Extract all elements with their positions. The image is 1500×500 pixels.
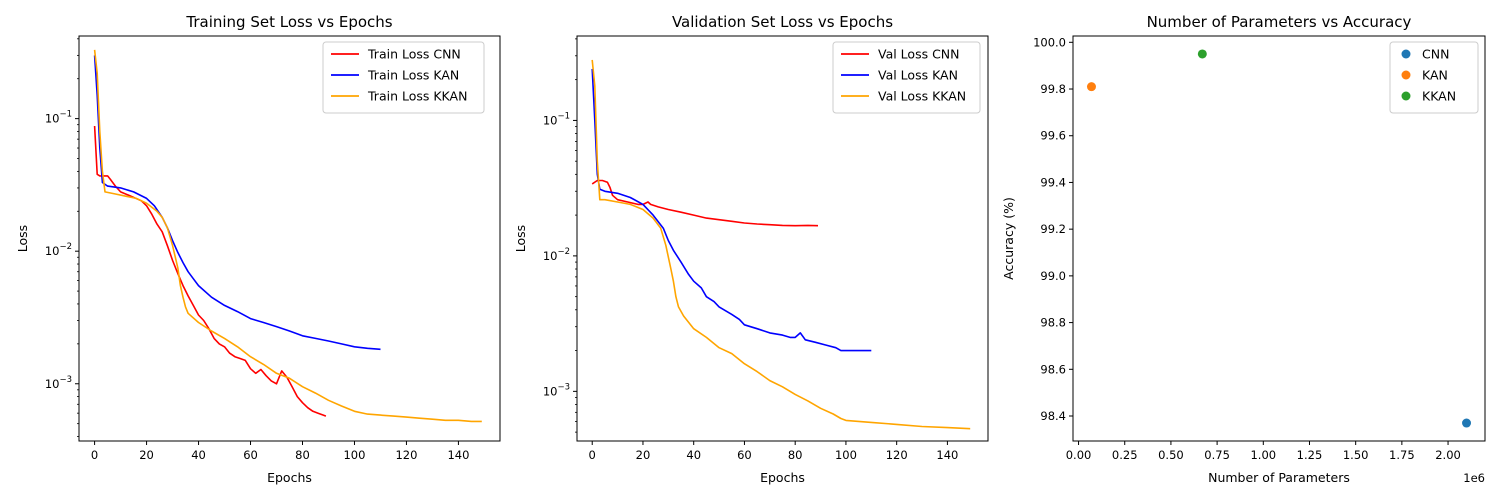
x-tick-label: 1.50 [1343,448,1369,462]
x-tick-label: 1.75 [1389,448,1415,462]
x-tick-label: 0.75 [1204,448,1230,462]
y-tick-label: 99.6 [1040,129,1066,143]
legend-box [1389,41,1479,114]
legend-label: Val Loss KAN [878,68,958,83]
parameters-accuracy-panel: Number of Parameters vs Accuracy Number o… [1001,13,1486,485]
chart-title: Number of Parameters vs Accuracy [1147,13,1412,31]
legend-label: CNN [1422,47,1449,62]
legend-marker [1401,70,1411,80]
x-tick-label: 140 [447,448,469,462]
x-tick-label: 60 [737,448,752,462]
x-tick-label: 100 [343,448,365,462]
x-axis-label: Number of Parameters [1208,470,1350,485]
scatter-point-cnn [1462,418,1472,428]
y-tick-label: 99.8 [1040,82,1066,96]
legend-label: Train Loss KAN [367,68,459,83]
y-tick-label: 10−2 [543,247,570,263]
series-line-1 [93,55,381,351]
x-axis-label: Epochs [267,470,312,485]
x-tick-label: 20 [636,448,651,462]
y-tick-label: 100.0 [1033,35,1066,49]
y-tick-label: 99.2 [1040,222,1066,236]
scatter-point-kkan [1197,49,1207,59]
x-tick-label: 60 [243,448,258,462]
series-line-1 [591,68,872,352]
series-line-2 [93,49,482,423]
y-tick-label: 99.4 [1040,175,1066,189]
legend-label: Train Loss CNN [367,47,461,62]
y-tick-label: 10−3 [45,375,72,391]
y-tick-label: 98.4 [1040,409,1066,423]
y-tick-label: 98.6 [1040,362,1066,376]
legend-label: Val Loss CNN [878,47,960,62]
validation-loss-panel: Validation Set Loss vs Epochs Epochs Loss 0… [513,13,989,485]
legend-marker [1401,49,1411,59]
x-tick-label: 1.25 [1297,448,1323,462]
x-tick-label: 1.00 [1250,448,1276,462]
y-tick-label: 10−2 [45,242,72,258]
x-tick-label: 80 [788,448,803,462]
y-tick-label: 99.0 [1040,269,1066,283]
y-tick-label: 98.8 [1040,316,1066,330]
axes-frame [1072,35,1486,442]
y-axis-label: Loss [15,225,30,252]
scatter-point-kan [1086,82,1096,92]
x-tick-label: 100 [835,448,857,462]
x-tick-label: 0 [589,448,596,462]
x-tick-label: 120 [395,448,417,462]
y-tick-label: 10−1 [45,110,72,126]
y-tick-label: 10−3 [543,382,570,398]
x-tick-label: 120 [886,448,908,462]
x-tick-label: 80 [295,448,310,462]
legend-box [322,41,485,114]
legend-box [832,41,981,114]
x-tick-label: 2.00 [1435,448,1461,462]
series-line-0 [591,179,819,227]
chart-title: Training Set Loss vs Epochs [185,13,392,31]
legend-marker [1401,91,1411,101]
x-tick-label: 40 [191,448,206,462]
x-tick-label: 0.00 [1066,448,1092,462]
x-tick-label: 0 [91,448,98,462]
axes-frame [78,35,501,442]
legend-label: KKAN [1422,89,1456,104]
chart-title: Validation Set Loss vs Epochs [672,13,893,31]
x-axis-label: Epochs [760,470,805,485]
legend-label: Train Loss KKAN [367,89,467,104]
y-axis-label: Accuracy (%) [1001,197,1016,280]
y-axis-label: Loss [513,225,528,252]
x-tick-label: 40 [686,448,701,462]
legend-label: KAN [1422,68,1448,83]
x-tick-label: 0.25 [1112,448,1138,462]
legend-label: Val Loss KKAN [878,89,966,104]
x-offset-label: 1e6 [1463,471,1485,485]
x-tick-label: 140 [936,448,958,462]
axes-frame [576,35,989,442]
x-tick-label: 20 [139,448,154,462]
x-tick-label: 0.50 [1158,448,1184,462]
y-tick-label: 10−1 [543,111,570,127]
series-line-2 [591,59,971,430]
training-loss-panel: Training Set Loss vs Epochs Epochs Loss 0 20… [15,13,501,485]
